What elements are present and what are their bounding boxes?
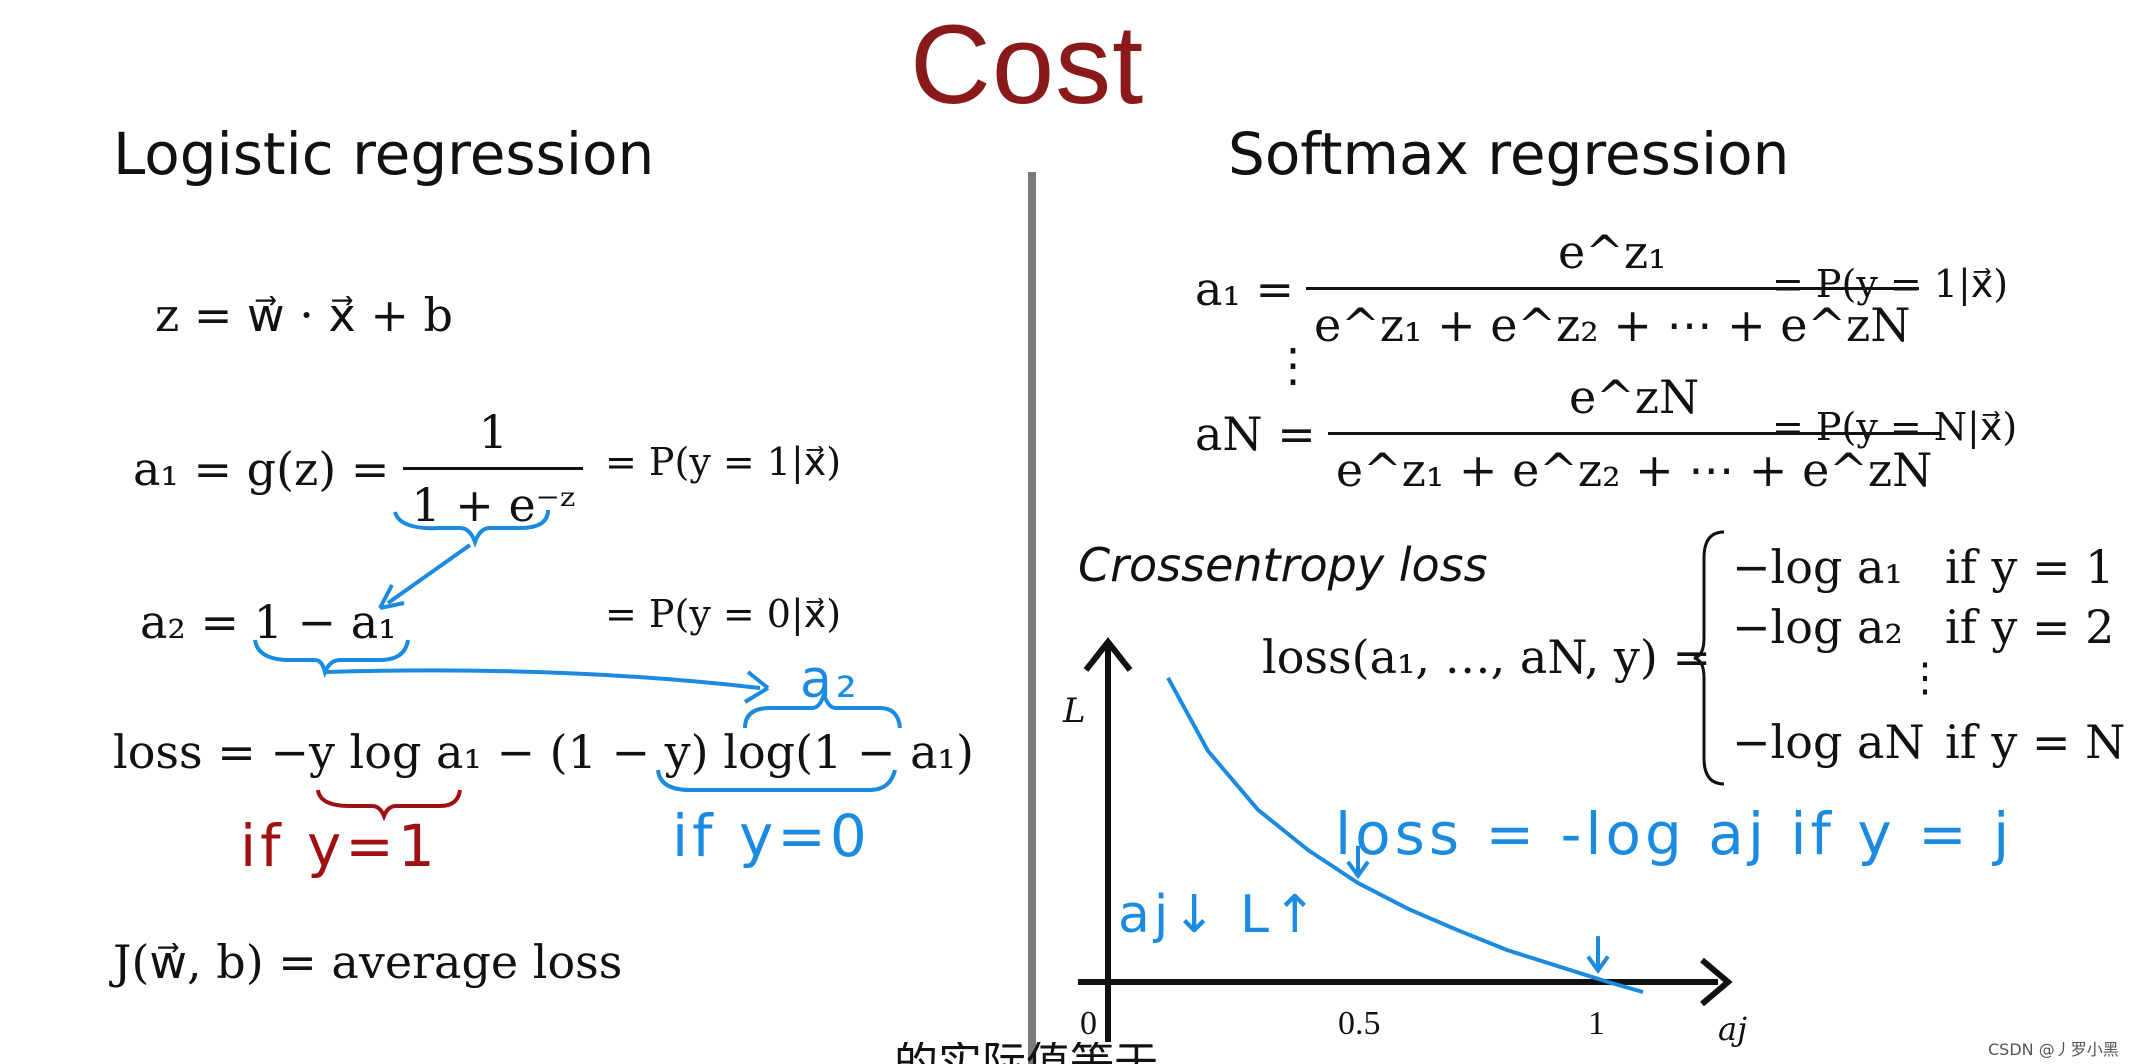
loss-equation: loss = −y log a₁ − (1 − y) log(1 − a₁) (113, 725, 974, 779)
logistic-heading: Logistic regression (113, 120, 655, 188)
watermark: CSDN @丿罗小黑 (1988, 1040, 2119, 1059)
softmax-vdots: ⋮ (1270, 338, 1316, 392)
a1-lhs: a₁ = g(z) = (133, 441, 390, 496)
softmax-a1-lhs: a₁ = (1195, 261, 1295, 316)
curve-annotations (1346, 845, 1610, 974)
arrow-to-log-term (324, 668, 761, 690)
brace-one-minus-a1 (253, 639, 410, 679)
softmax-a1-numerator: e^z₁ (1558, 225, 1667, 279)
x-axis-label: aj (1718, 1010, 1747, 1048)
left-annotations (253, 509, 902, 822)
cases-brace (1693, 530, 1725, 786)
underline-log-one-minus-a1 (656, 769, 897, 792)
arrow-to-log-term-head (743, 670, 770, 704)
case-2-expr: −log a₂ (1732, 600, 1903, 654)
y-axis-label: L (1062, 691, 1086, 731)
softmax-a1-denominator: e^z₁ + e^z₂ + ⋯ + e^zN (1306, 287, 1919, 352)
z-equation: z = w⃗ · x⃗ + b (155, 288, 453, 342)
cost-function: J(w⃗, b) = average loss (113, 935, 623, 989)
x-tick-label: 0 (1080, 1005, 1097, 1042)
note-if-y-equals-0: if y=0 (672, 802, 871, 870)
softmax-aN-numerator: e^zN (1568, 370, 1700, 424)
case-N-expr: −log aN (1732, 715, 1925, 769)
case-N-cond: if y = N (1945, 715, 2126, 769)
note-if-y-equals-1: if y=1 (240, 812, 439, 880)
y-axis-arrowhead (1083, 637, 1133, 672)
case-2-cond: if y = 2 (1945, 600, 2115, 654)
case-1-expr: −log a₁ (1732, 540, 1903, 594)
chart-series (1166, 676, 1644, 994)
note-loss-neg-log-aj: loss = -log aj if y = j (1335, 800, 2014, 868)
subtitle-fragment: …的实际值等于… (850, 1042, 1202, 1064)
softmax-heading: Softmax regression (1228, 120, 1790, 188)
softmax-a1-fraction: e^z₁ e^z₁ + e^z₂ + ⋯ + e^zN (1306, 225, 1919, 352)
underline-log-a1 (316, 789, 462, 822)
arrow-to-a2 (386, 543, 472, 605)
a1-numerator: 1 (478, 405, 508, 459)
down-arrow-icon (1586, 936, 1610, 974)
arrow-to-a2-head (378, 584, 405, 610)
x-tick-label: 0.5 (1338, 1005, 1381, 1042)
slide-title: Cost (910, 2, 1145, 127)
a1-probability: = P(y = 1|x⃗) (605, 440, 842, 484)
chart-ticks: 0 0.5 1 (1080, 1005, 1605, 1042)
softmax-aN-lhs: aN = (1195, 406, 1316, 461)
brace-over-one-minus-a1 (743, 686, 902, 729)
x-axis-arrowhead (1700, 957, 1733, 1007)
softmax-a1-equation: a₁ = e^z₁ e^z₁ + e^z₂ + ⋯ + e^zN (1195, 225, 1919, 352)
loss-curve-chart: Laj 0 0.5 1 (1062, 637, 1747, 1048)
note-L-increasing: L↑ (1240, 885, 1321, 945)
softmax-a1-probability: = P(y = 1|x⃗) (1772, 262, 2009, 306)
softmax-aN-equation: aN = e^zN e^z₁ + e^z₂ + ⋯ + e^zN (1195, 370, 1941, 497)
column-divider (1028, 172, 1036, 1064)
chart-axes: Laj (1062, 637, 1747, 1048)
softmax-aN-denominator: e^z₁ + e^z₂ + ⋯ + e^zN (1327, 432, 1941, 497)
crossentropy-heading: Crossentropy loss (1078, 538, 1488, 592)
loss-curve-line (1166, 676, 1644, 994)
a1-equation: a₁ = g(z) = 1 1 + e⁻ᶻ (133, 405, 584, 532)
softmax-aN-fraction: e^zN e^z₁ + e^z₂ + ⋯ + e^zN (1327, 370, 1941, 497)
note-aj-decreasing: aj↓ (1118, 885, 1220, 945)
softmax-aN-probability: = P(y = N|x⃗) (1772, 405, 2018, 449)
a1-fraction: 1 1 + e⁻ᶻ (403, 405, 584, 532)
down-arrow-icon (1346, 845, 1370, 880)
x-tick-label: 1 (1588, 1005, 1605, 1042)
a2-equation: a₂ = 1 − a₁ (140, 595, 397, 649)
crossentropy-loss-lhs: loss(a₁, …, aN, y) = (1262, 630, 1711, 684)
case-1-cond: if y = 1 (1945, 540, 2115, 594)
brace-denominator (393, 509, 550, 548)
case-vdots: ⋮ (1905, 655, 1945, 701)
a2-probability: = P(y = 0|x⃗) (605, 592, 842, 636)
a1-denominator: 1 + e⁻ᶻ (403, 467, 584, 532)
